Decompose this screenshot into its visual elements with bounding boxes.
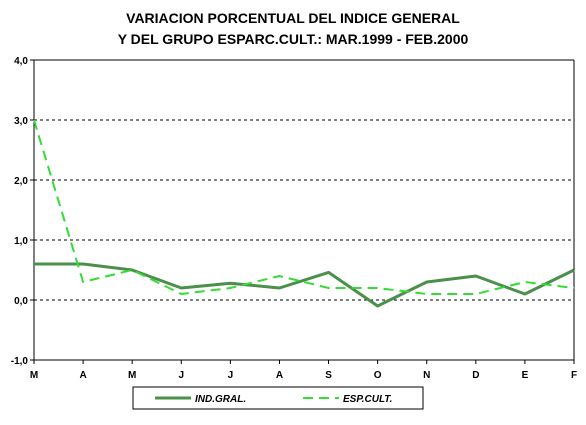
y-tick-label: -1,0 <box>11 356 29 367</box>
x-tick-label: D <box>472 370 479 381</box>
y-tick-label: 2,0 <box>14 176 28 187</box>
legend: IND.GRAL. ESP.CULT. <box>132 386 424 410</box>
x-tick-label: M <box>30 370 38 381</box>
series-lines <box>33 119 575 308</box>
y-tick-label: 1,0 <box>14 236 28 247</box>
x-tick-label: F <box>571 370 577 381</box>
axes <box>30 59 575 364</box>
y-tick-label: 0,0 <box>14 296 28 307</box>
chart-title: VARIACION PORCENTUAL DEL INDICE GENERAL <box>126 10 460 26</box>
x-tick-label: M <box>128 370 136 381</box>
x-tick-label: J <box>228 370 234 381</box>
series-line-1 <box>34 262 575 308</box>
legend-label-2: ESP.CULT. <box>343 394 392 405</box>
legend-box <box>132 386 424 410</box>
x-tick-label: A <box>276 370 283 381</box>
series-line-2 <box>33 119 575 295</box>
x-tick-label: N <box>423 370 430 381</box>
x-tick-label: J <box>178 370 184 381</box>
x-tick-label: E <box>522 370 529 381</box>
x-tick-label: O <box>374 370 382 381</box>
y-tick-label: 3,0 <box>14 116 28 127</box>
x-tick-label: A <box>79 370 86 381</box>
legend-label-1: IND.GRAL. <box>195 394 246 405</box>
gridlines <box>34 119 574 301</box>
y-tick-labels: -1,0 0,0 1,0 2,0 3,0 4,0 <box>11 56 29 367</box>
y-tick-label: 4,0 <box>14 56 28 67</box>
chart-subtitle: Y DEL GRUPO ESPARC.CULT.: MAR.1999 - FEB… <box>117 31 469 47</box>
x-tick-label: S <box>325 370 332 381</box>
